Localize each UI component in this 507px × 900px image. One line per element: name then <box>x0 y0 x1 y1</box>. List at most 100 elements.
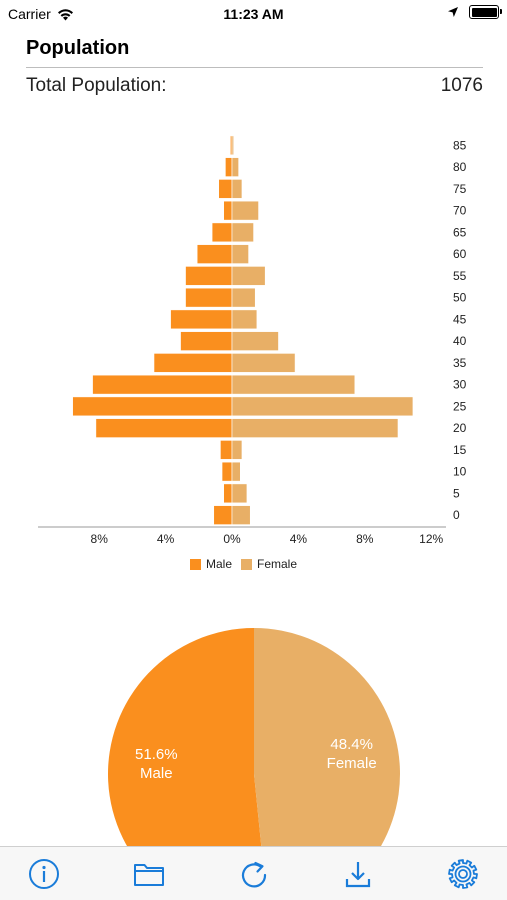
x-tick-label: 4% <box>157 532 175 546</box>
bar-female-75 <box>231 179 243 199</box>
bar-male-35 <box>153 353 233 373</box>
bar-male-10 <box>221 461 233 482</box>
bar-male-60 <box>196 244 233 264</box>
info-icon <box>29 859 59 889</box>
bar-male-40 <box>180 331 233 351</box>
legend-label-male: Male <box>206 557 232 571</box>
age-label-15: 15 <box>453 443 467 457</box>
age-label-25: 25 <box>453 399 467 413</box>
age-label-55: 55 <box>453 269 467 283</box>
pyramid-age-labels: 0 5 10 15 20 25 30 35 40 45 50 55 60 65 70 75 80 85 <box>453 138 467 522</box>
age-label-85: 85 <box>453 138 467 152</box>
bar-male-65 <box>211 222 233 243</box>
age-label-45: 45 <box>453 312 467 326</box>
age-label-30: 30 <box>453 378 467 392</box>
age-label-65: 65 <box>453 225 467 239</box>
bar-female-80 <box>231 157 239 177</box>
carrier-label: Carrier <box>8 6 51 22</box>
pie-label-percent-female: 48.4% <box>330 736 373 753</box>
bar-female-0 <box>231 505 251 525</box>
page-title: Population <box>26 37 130 59</box>
bar-female-5 <box>231 483 248 504</box>
folder-icon <box>134 864 164 886</box>
x-tick-label: 12% <box>419 532 443 546</box>
x-tick-label: 0% <box>223 532 241 546</box>
pie-label-percent-male: 51.6% <box>135 746 178 763</box>
bar-female-50 <box>231 287 256 308</box>
age-label-5: 5 <box>453 486 460 500</box>
age-label-80: 80 <box>453 160 467 174</box>
pie-slices <box>108 628 400 850</box>
status-time: 11:23 AM <box>223 6 284 22</box>
pyramid-bars <box>72 135 414 525</box>
bar-female-45 <box>231 309 258 330</box>
status-bar: Carrier 11:23 AM <box>0 0 507 28</box>
age-label-0: 0 <box>453 508 460 522</box>
carrier-info: Carrier <box>8 6 74 22</box>
bar-male-80 <box>225 157 233 177</box>
bar-female-85 <box>231 135 234 156</box>
bar-female-65 <box>231 222 254 243</box>
bar-female-15 <box>231 440 243 460</box>
status-right <box>447 5 502 19</box>
age-label-20: 20 <box>453 421 467 435</box>
bar-male-50 <box>185 287 233 308</box>
refresh-icon <box>241 861 267 888</box>
bar-female-70 <box>231 200 259 221</box>
total-population-label: Total Population: <box>26 75 167 96</box>
bar-male-30 <box>92 374 233 395</box>
age-label-40: 40 <box>453 334 467 348</box>
pie-label-name-male: Male <box>140 765 173 782</box>
bar-male-20 <box>95 418 233 438</box>
location-arrow-icon <box>448 7 458 17</box>
download-button[interactable] <box>341 857 375 891</box>
legend-swatch-male <box>190 559 201 570</box>
bar-female-55 <box>231 266 266 286</box>
bar-male-5 <box>223 483 233 504</box>
download-icon <box>345 862 371 888</box>
gender-pie-chart: 51.6% Male 48.4% Female <box>108 628 400 850</box>
bar-male-70 <box>223 200 233 221</box>
info-button[interactable] <box>27 857 61 891</box>
total-population-value: 1076 <box>440 75 483 96</box>
x-tick-label: 8% <box>91 532 109 546</box>
bar-male-0 <box>213 505 233 525</box>
pie-slice-female <box>254 628 400 850</box>
wifi-icon <box>57 8 73 20</box>
folder-button[interactable] <box>132 857 166 891</box>
legend-swatch-female <box>241 559 252 570</box>
pie-labels: 51.6% Male 48.4% Female <box>135 736 377 782</box>
bar-female-60 <box>231 244 249 264</box>
bottom-toolbar <box>0 846 507 900</box>
bar-male-55 <box>185 266 233 286</box>
age-label-75: 75 <box>453 182 467 196</box>
bar-male-45 <box>170 309 233 330</box>
settings-button[interactable] <box>446 857 480 891</box>
gear-icon <box>448 859 478 889</box>
pie-label-name-female: Female <box>327 755 377 772</box>
legend-label-female: Female <box>257 557 297 571</box>
age-label-60: 60 <box>453 247 467 261</box>
x-tick-label: 8% <box>356 532 374 546</box>
bar-female-25 <box>231 396 414 417</box>
pie-slice-male <box>108 628 262 850</box>
age-label-50: 50 <box>453 291 467 305</box>
bar-male-75 <box>218 179 233 199</box>
bar-female-40 <box>231 331 279 351</box>
population-pyramid-chart: 0 5 10 15 20 25 30 35 40 45 50 55 60 65 70 75 80 85 8% 4% 0… <box>38 135 467 571</box>
age-label-10: 10 <box>453 465 467 479</box>
age-label-35: 35 <box>453 356 467 370</box>
bar-female-10 <box>231 461 241 482</box>
pyramid-legend: Male Female <box>190 557 297 571</box>
pyramid-x-ticks: 8% 4% 0% 4% 8% 12% <box>91 532 444 546</box>
bar-male-25 <box>72 396 233 417</box>
bar-female-30 <box>231 374 356 395</box>
refresh-button[interactable] <box>237 857 271 891</box>
bar-male-15 <box>220 440 233 460</box>
bar-female-35 <box>231 353 296 373</box>
battery-icon <box>469 5 502 19</box>
bar-female-20 <box>231 418 399 438</box>
age-label-70: 70 <box>453 204 467 218</box>
title-divider <box>26 67 483 68</box>
x-tick-label: 4% <box>290 532 308 546</box>
